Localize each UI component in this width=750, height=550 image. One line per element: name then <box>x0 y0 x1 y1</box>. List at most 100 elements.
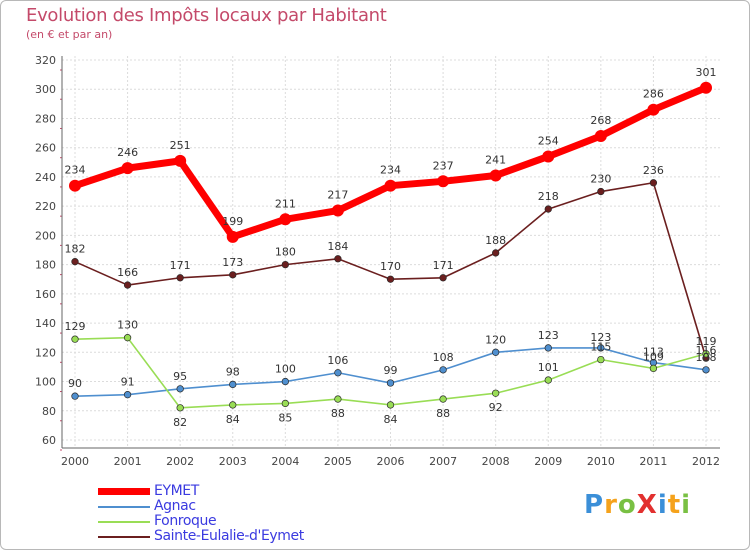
data-label: 92 <box>489 401 503 414</box>
data-label: 119 <box>696 335 717 348</box>
data-label: 237 <box>433 159 454 172</box>
logo-letter: i <box>681 490 692 520</box>
data-point <box>700 81 712 94</box>
y-tick-label: 100 <box>35 376 56 389</box>
data-point <box>281 377 289 386</box>
data-point <box>384 179 397 192</box>
data-label: 230 <box>590 173 611 186</box>
data-point <box>281 399 289 408</box>
data-label: 234 <box>380 164 401 177</box>
data-label: 251 <box>170 139 191 152</box>
legend-label: EYMET <box>154 483 199 499</box>
y-tick-label: 160 <box>35 288 56 301</box>
y-tick-label: 140 <box>35 317 56 330</box>
chart-title: Evolution des Impôts locaux par Habitant <box>26 5 387 26</box>
data-point <box>71 392 79 400</box>
data-label: 82 <box>173 416 187 429</box>
chart-subtitle: (en € et par an) <box>26 28 113 41</box>
x-tick-label: 2006 <box>377 455 405 468</box>
data-point <box>702 350 710 358</box>
data-label: 99 <box>384 364 398 377</box>
legend-swatch <box>98 506 150 508</box>
data-point <box>439 366 447 374</box>
data-point <box>121 162 134 175</box>
data-label: 218 <box>538 190 559 203</box>
logo-letter: i <box>657 490 668 520</box>
data-label: 95 <box>173 370 187 383</box>
data-label: 84 <box>226 413 240 426</box>
data-label: 184 <box>327 240 348 253</box>
x-tick-label: 2000 <box>61 455 89 468</box>
y-tick-label: 300 <box>35 83 56 96</box>
data-label: 199 <box>222 215 243 228</box>
y-tick-label: 220 <box>35 200 56 213</box>
x-tick-label: 2004 <box>271 455 299 468</box>
data-point <box>226 230 239 243</box>
legend-swatch <box>98 521 150 523</box>
legend-label: Fonroque <box>154 513 217 529</box>
x-tick-label: 2010 <box>587 455 615 468</box>
proxiti-logo: ProXiti <box>584 490 691 520</box>
data-point <box>176 385 184 393</box>
legend-label: Agnac <box>154 498 196 514</box>
data-point <box>647 103 660 116</box>
data-label: 170 <box>380 260 401 273</box>
data-label: 182 <box>65 243 86 256</box>
x-tick-label: 2011 <box>639 455 667 468</box>
data-point <box>69 179 81 192</box>
data-point <box>71 258 79 266</box>
data-point <box>71 335 79 343</box>
data-label: 130 <box>117 319 138 332</box>
data-label: 246 <box>117 146 138 159</box>
data-label: 116 <box>696 344 717 357</box>
data-label: 211 <box>275 197 296 210</box>
data-label: 120 <box>485 333 506 346</box>
x-tick-label: 2009 <box>534 455 562 468</box>
data-label: 100 <box>275 363 296 376</box>
data-label: 98 <box>226 365 240 378</box>
data-label: 241 <box>485 153 506 166</box>
x-tick-label: 2008 <box>482 455 510 468</box>
data-label: 171 <box>433 259 454 272</box>
y-tick-label: 200 <box>35 229 56 242</box>
y-tick-label: 260 <box>35 142 56 155</box>
data-point <box>594 130 607 142</box>
data-point <box>542 150 555 163</box>
data-label: 106 <box>327 354 348 367</box>
data-point <box>439 274 447 282</box>
data-point <box>544 205 552 213</box>
y-tick-label: 80 <box>42 405 56 418</box>
data-label: 188 <box>485 234 506 247</box>
series-line-eymet <box>71 84 710 241</box>
legend-label: Sainte-Eulalie-d'Eymet <box>154 528 304 544</box>
logo-letter: o <box>617 490 637 520</box>
data-label: 101 <box>538 361 559 374</box>
data-label: 286 <box>643 88 664 101</box>
data-label: 236 <box>643 164 664 177</box>
data-label: 180 <box>275 246 296 259</box>
data-point <box>386 401 395 409</box>
data-point <box>331 204 344 217</box>
data-point <box>123 281 132 289</box>
y-tick-label: 240 <box>35 171 56 184</box>
data-point <box>281 260 289 269</box>
y-tick-label: 320 <box>35 54 56 67</box>
data-label: 84 <box>384 413 398 426</box>
data-point <box>334 255 342 263</box>
data-point <box>174 154 187 167</box>
data-label: 268 <box>590 114 611 127</box>
data-point <box>229 401 237 409</box>
data-point <box>597 187 605 196</box>
data-label: 301 <box>696 66 717 79</box>
data-point <box>176 404 184 412</box>
data-label: 166 <box>117 266 138 279</box>
data-label: 91 <box>121 376 135 389</box>
data-label: 108 <box>433 351 454 364</box>
data-point <box>597 344 605 352</box>
y-tick-label: 60 <box>42 434 56 447</box>
x-tick-label: 2002 <box>166 455 194 468</box>
data-label: 217 <box>327 189 348 202</box>
data-point <box>229 380 237 389</box>
